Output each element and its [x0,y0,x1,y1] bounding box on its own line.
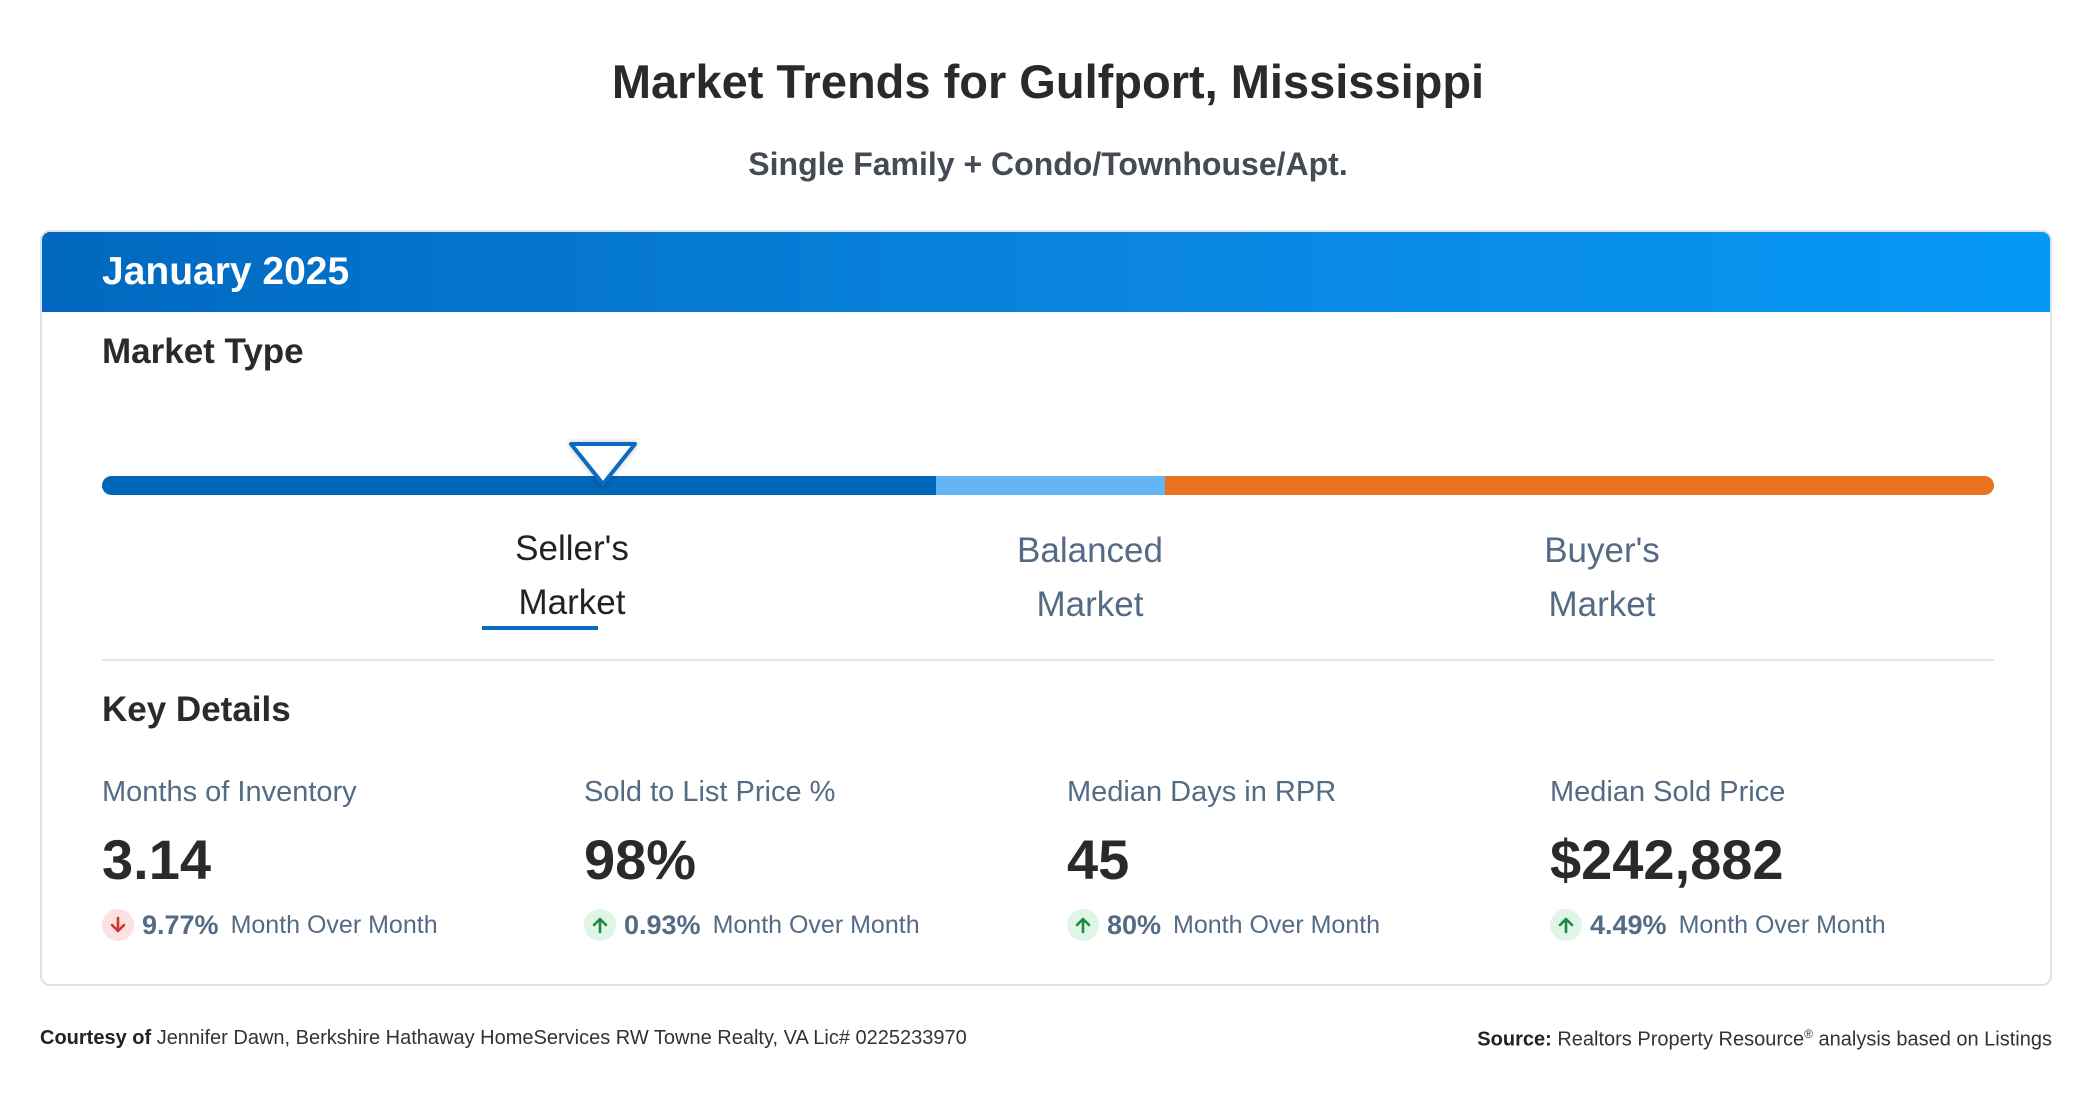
change-text: Month Over Month [1678,910,1886,939]
balanced-segment [936,476,1165,495]
metric-months-of-inventory: Months of Inventory 3.14 9.77% Month Ove… [102,772,582,942]
metric-median-days: Median Days in RPR 45 80% Month Over Mon… [1067,772,1547,942]
arrow-up-icon [584,909,616,941]
section-divider [102,659,1994,661]
change-percent: 80% [1107,909,1162,940]
arrow-up-icon [1550,909,1582,941]
market-type-bar [102,476,1994,495]
metric-value: $242,882 [1550,828,1784,891]
source-footer: Source: Realtors Property Resource® anal… [1477,1027,2052,1052]
buyer-label-line2: Market [1548,585,1656,624]
metric-change: 80% Month Over Month [1067,908,1547,942]
triangle-marker-icon [569,442,638,486]
change-percent: 9.77% [142,909,219,940]
change-text: Month Over Month [1173,910,1381,939]
change-text: Month Over Month [712,910,920,939]
buyer-label-line1: Buyer's [1544,531,1660,570]
seller-label-line2: Market [518,583,626,622]
buyer-market-label: Buyer's Market [1452,524,1752,632]
source-suffix: analysis based on Listings [1818,1028,2052,1051]
courtesy-footer: Courtesy of Jennifer Dawn, Berkshire Hat… [40,1027,967,1050]
metric-median-sold-price: Median Sold Price $242,882 4.49% Month O… [1550,772,2030,942]
market-type-heading: Market Type [102,332,304,371]
metric-change: 0.93% Month Over Month [584,908,1064,942]
metric-value: 45 [1067,828,1130,891]
metric-change: 9.77% Month Over Month [102,908,582,942]
metric-label: Median Sold Price [1550,776,1786,808]
metric-label: Months of Inventory [102,776,357,808]
key-details-heading: Key Details [102,690,291,729]
card-header: January 2025 [42,232,2050,312]
change-percent: 0.93% [624,909,701,940]
seller-segment [102,476,936,495]
arrow-up-icon [1067,909,1099,941]
seller-label-line1: Seller's [515,529,629,568]
change-percent: 4.49% [1590,909,1667,940]
metric-change: 4.49% Month Over Month [1550,908,2030,942]
balanced-label-line1: Balanced [1017,531,1163,570]
balanced-market-label: Balanced Market [940,524,1240,632]
metric-value: 98% [584,828,697,891]
active-market-underline [482,626,598,630]
buyer-segment [1165,476,1994,495]
market-card: January 2025 Market Type Seller's Market… [40,230,2052,986]
metric-value: 3.14 [102,828,211,891]
source-text: Realtors Property Resource [1557,1028,1805,1051]
balanced-label-line2: Market [1036,585,1144,624]
change-text: Month Over Month [230,910,438,939]
arrow-down-icon [102,909,134,941]
metric-label: Sold to List Price % [584,776,836,808]
courtesy-text: Jennifer Dawn, Berkshire Hathaway HomeSe… [156,1027,967,1049]
registered-mark: ® [1804,1027,1813,1041]
page-title: Market Trends for Gulfport, Mississippi [611,55,1485,108]
metric-label: Median Days in RPR [1067,776,1337,808]
period-title: January 2025 [102,250,350,293]
seller-market-label: Seller's Market [422,522,722,630]
page-subtitle: Single Family + Condo/Townhouse/Apt. [748,146,1348,182]
metric-sold-to-list: Sold to List Price % 98% 0.93% Month Ove… [584,772,1064,942]
courtesy-label: Courtesy of [40,1027,152,1049]
source-label: Source: [1477,1028,1552,1051]
